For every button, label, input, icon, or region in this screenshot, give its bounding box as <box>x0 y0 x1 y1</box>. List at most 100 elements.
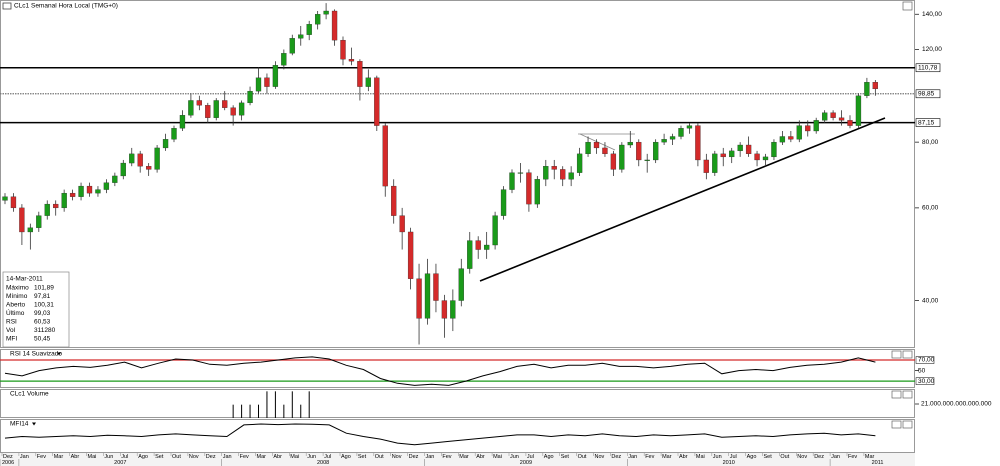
info-value: 100,31 <box>34 302 54 309</box>
candle-body <box>255 77 262 92</box>
month-label: Mai <box>493 454 502 460</box>
candle-body <box>745 144 752 155</box>
month-label: Mai <box>290 454 299 460</box>
candle-body <box>95 189 101 194</box>
candle-body <box>145 166 152 170</box>
price-panel <box>0 0 915 348</box>
rsi-tick-label: 50 <box>918 367 926 374</box>
month-label: Jun <box>307 454 316 460</box>
candle-body <box>720 153 726 158</box>
candle-body <box>585 141 591 155</box>
candle-body <box>78 185 84 197</box>
month-label: Jul <box>730 454 737 460</box>
volume-bar <box>300 404 302 418</box>
month-label: Fev <box>848 454 857 460</box>
candle-body <box>289 38 295 54</box>
candle-body <box>27 227 34 233</box>
candle-body <box>762 156 769 161</box>
volume-bar <box>274 391 276 418</box>
volume-bar <box>291 391 293 418</box>
candle-body <box>306 24 312 35</box>
close-button[interactable] <box>902 390 913 399</box>
trend-line <box>479 117 886 282</box>
candle-body <box>196 100 203 106</box>
volume-bar <box>241 404 243 418</box>
candle-body <box>391 185 397 216</box>
maximize-button[interactable] <box>891 350 902 359</box>
month-label: Jul <box>121 454 128 460</box>
level-tag <box>915 377 935 385</box>
info-label: MFI <box>6 336 17 343</box>
candle-body <box>374 77 380 126</box>
candle-body <box>830 112 836 118</box>
candle-body <box>86 185 93 194</box>
month-label: Jun <box>510 454 519 460</box>
candle-body <box>162 139 169 149</box>
month-label: Dez <box>814 454 824 460</box>
level-tag <box>915 89 941 99</box>
candle-body <box>399 215 405 233</box>
month-label: Jan <box>831 454 840 460</box>
candle-body <box>779 136 786 143</box>
month-label: Jan <box>223 454 232 460</box>
candle-body <box>424 273 431 319</box>
candle-body <box>517 172 524 174</box>
month-label: Nov <box>797 454 807 460</box>
candle-body <box>154 147 160 170</box>
level-tag <box>915 118 941 127</box>
info-value: 99,03 <box>34 310 51 317</box>
candle-body <box>872 82 878 90</box>
month-label: Ago <box>341 454 351 460</box>
mfi-title: MFI14 <box>10 421 29 428</box>
candle-body <box>712 153 718 173</box>
maximize-button[interactable] <box>891 420 902 429</box>
rsi-menu[interactable] <box>57 352 61 356</box>
month-label: Jul <box>527 454 534 460</box>
candle-body <box>771 141 777 158</box>
year-label: 2007 <box>114 460 126 466</box>
volume-bar <box>308 391 310 418</box>
close-button[interactable] <box>902 1 913 11</box>
month-label: Set <box>764 454 773 460</box>
candle-body <box>179 115 186 129</box>
volume-title: CLc1 Volume <box>10 391 49 398</box>
month-label: Fev <box>37 454 46 460</box>
candle-body <box>551 166 557 170</box>
candle-body <box>120 162 126 177</box>
candle-body <box>272 65 279 87</box>
candle-body <box>450 300 456 319</box>
month-label: Jan <box>20 454 29 460</box>
candle-body <box>619 144 625 170</box>
y-tick-label: 60,00 <box>922 205 939 212</box>
info-value: 97,81 <box>34 293 51 300</box>
candle-body <box>129 153 135 164</box>
candle-body <box>864 82 870 96</box>
candle-body <box>298 34 304 39</box>
candle-body <box>348 59 355 62</box>
candle-body <box>636 141 642 161</box>
candle-body <box>44 203 50 216</box>
candle-body <box>281 53 287 66</box>
candle-body <box>264 77 270 87</box>
candle-body <box>441 300 448 319</box>
level-tag <box>915 356 935 364</box>
candle-body <box>602 147 608 155</box>
maximize-button[interactable] <box>891 390 902 399</box>
month-label: Dez <box>206 454 216 460</box>
month-label: Abr <box>71 454 80 460</box>
chart-icon[interactable] <box>2 2 12 10</box>
month-label: Mai <box>696 454 705 460</box>
month-label: Dez <box>3 454 13 460</box>
candle-body <box>822 112 828 121</box>
candle-body <box>813 120 819 132</box>
candle-body <box>205 105 211 118</box>
month-label: Ago <box>747 454 757 460</box>
close-button[interactable] <box>902 350 913 359</box>
info-label: Máximo <box>6 285 29 292</box>
close-button[interactable] <box>902 420 913 429</box>
candle-body <box>695 125 701 161</box>
month-label: Nov <box>189 454 199 460</box>
mfi-menu[interactable] <box>32 422 36 426</box>
level-tag <box>915 63 941 73</box>
